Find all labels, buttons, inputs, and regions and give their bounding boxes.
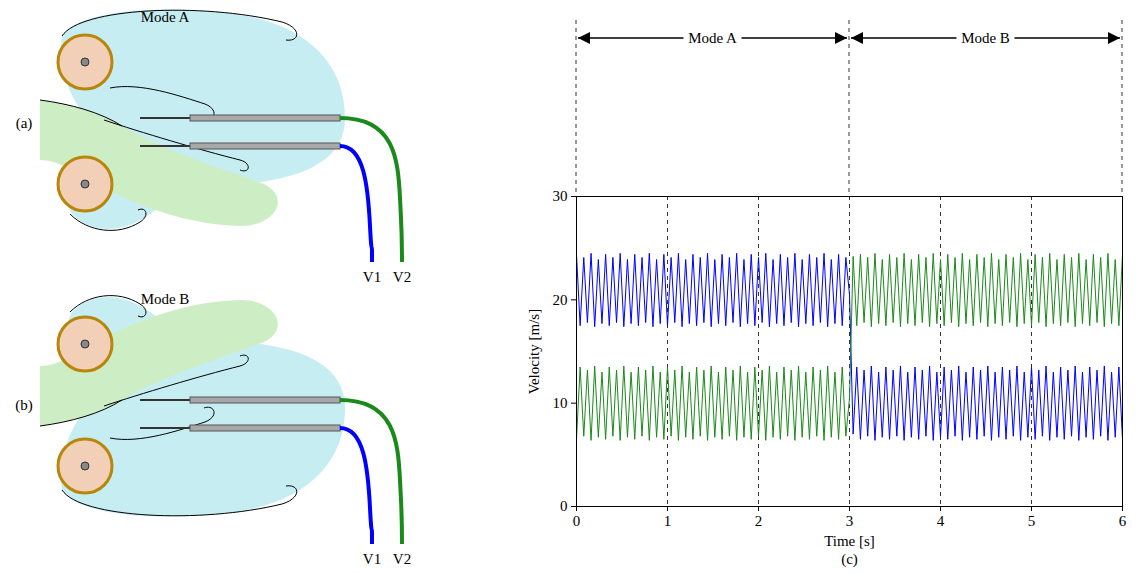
svg-text:6: 6 [1119, 513, 1127, 529]
svg-text:Time [s]: Time [s] [824, 533, 875, 549]
svg-text:2: 2 [755, 513, 763, 529]
svg-text:1: 1 [664, 513, 672, 529]
svg-text:5: 5 [1028, 513, 1036, 529]
svg-text:3: 3 [846, 513, 854, 529]
svg-text:(b): (b) [15, 397, 33, 414]
svg-text:30: 30 [553, 188, 568, 204]
svg-text:0: 0 [560, 498, 568, 514]
svg-text:V2: V2 [393, 269, 411, 285]
svg-text:(c): (c) [841, 551, 858, 568]
svg-text:20: 20 [553, 292, 568, 308]
svg-text:4: 4 [937, 513, 945, 529]
svg-text:V1: V1 [363, 269, 381, 285]
svg-text:Mode B: Mode B [141, 291, 190, 307]
svg-text:Mode A: Mode A [141, 9, 190, 25]
svg-text:Mode A: Mode A [688, 30, 737, 46]
svg-text:Velocity [m/s]: Velocity [m/s] [526, 309, 542, 394]
svg-text:10: 10 [553, 395, 568, 411]
svg-text:0: 0 [573, 513, 581, 529]
svg-text:Mode B: Mode B [961, 30, 1010, 46]
svg-text:V2: V2 [393, 551, 411, 567]
svg-text:(a): (a) [16, 115, 33, 132]
svg-text:V1: V1 [363, 551, 381, 567]
